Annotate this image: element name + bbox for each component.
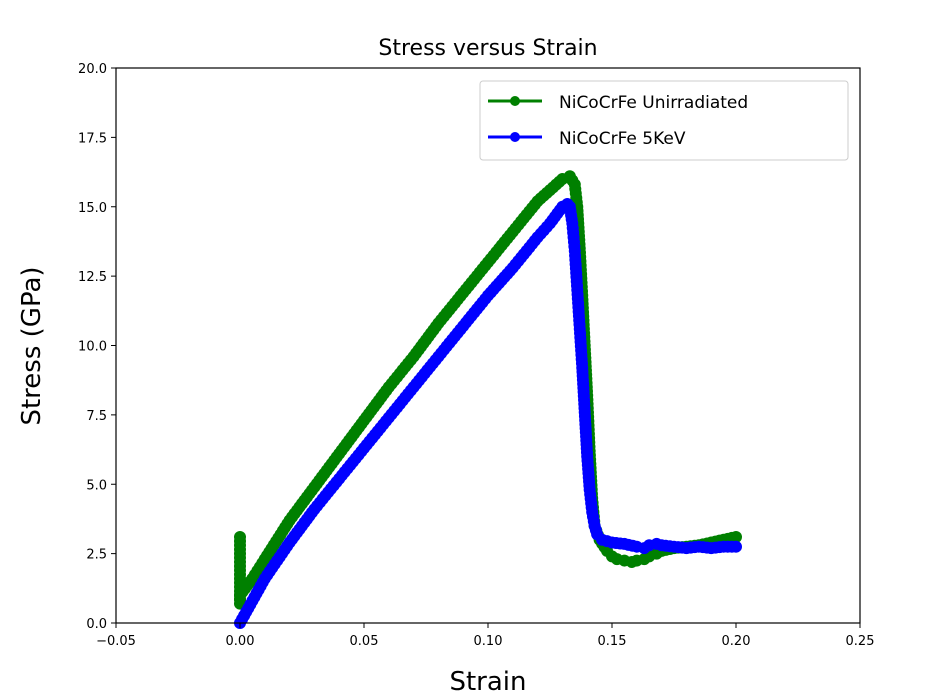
legend-marker-unirradiated	[510, 96, 520, 106]
x-tick-label: 0.25	[846, 634, 875, 649]
x-tick-label: 0.20	[722, 634, 751, 649]
x-tick-label: 0.15	[598, 634, 627, 649]
y-axis-ticks: 0.0 2.5 5.0 7.5 10.0 12.5 15.0 17.5 20.0	[78, 62, 116, 632]
plot-area	[115, 67, 861, 629]
data-point	[730, 530, 742, 543]
y-axis-label: Stress (GPa)	[17, 266, 47, 425]
x-axis-ticks: −0.05 0.00 0.05 0.10 0.15 0.20 0.25	[96, 623, 874, 649]
y-tick-label: 12.5	[78, 270, 107, 285]
legend-marker-5kev	[510, 132, 520, 142]
y-tick-label: 7.5	[86, 409, 107, 424]
series-1	[234, 197, 742, 629]
y-tick-label: 20.0	[78, 62, 107, 77]
legend-entry-5kev: NiCoCrFe 5KeV	[488, 129, 686, 149]
y-tick-label: 5.0	[86, 478, 107, 493]
x-tick-label: −0.05	[96, 634, 136, 649]
x-tick-label: 0.00	[226, 634, 255, 649]
legend-entry-unirradiated: NiCoCrFe Unirradiated	[488, 93, 748, 113]
x-tick-label: 0.10	[474, 634, 503, 649]
y-tick-label: 2.5	[86, 548, 107, 563]
y-tick-label: 17.5	[78, 131, 107, 146]
y-tick-label: 10.0	[78, 340, 107, 355]
legend-label-5kev: NiCoCrFe 5KeV	[559, 129, 686, 149]
y-tick-label: 0.0	[86, 617, 107, 632]
y-tick-label: 15.0	[78, 201, 107, 216]
data-point	[730, 540, 742, 553]
x-axis-label: Strain	[449, 667, 526, 697]
legend-label-unirradiated: NiCoCrFe Unirradiated	[559, 93, 748, 113]
chart-title: Stress versus Strain	[378, 36, 597, 61]
series-layer	[234, 170, 742, 629]
legend-box	[479, 80, 849, 161]
legend: NiCoCrFe Unirradiated NiCoCrFe 5KeV	[479, 80, 849, 161]
x-tick-label: 0.05	[350, 634, 379, 649]
